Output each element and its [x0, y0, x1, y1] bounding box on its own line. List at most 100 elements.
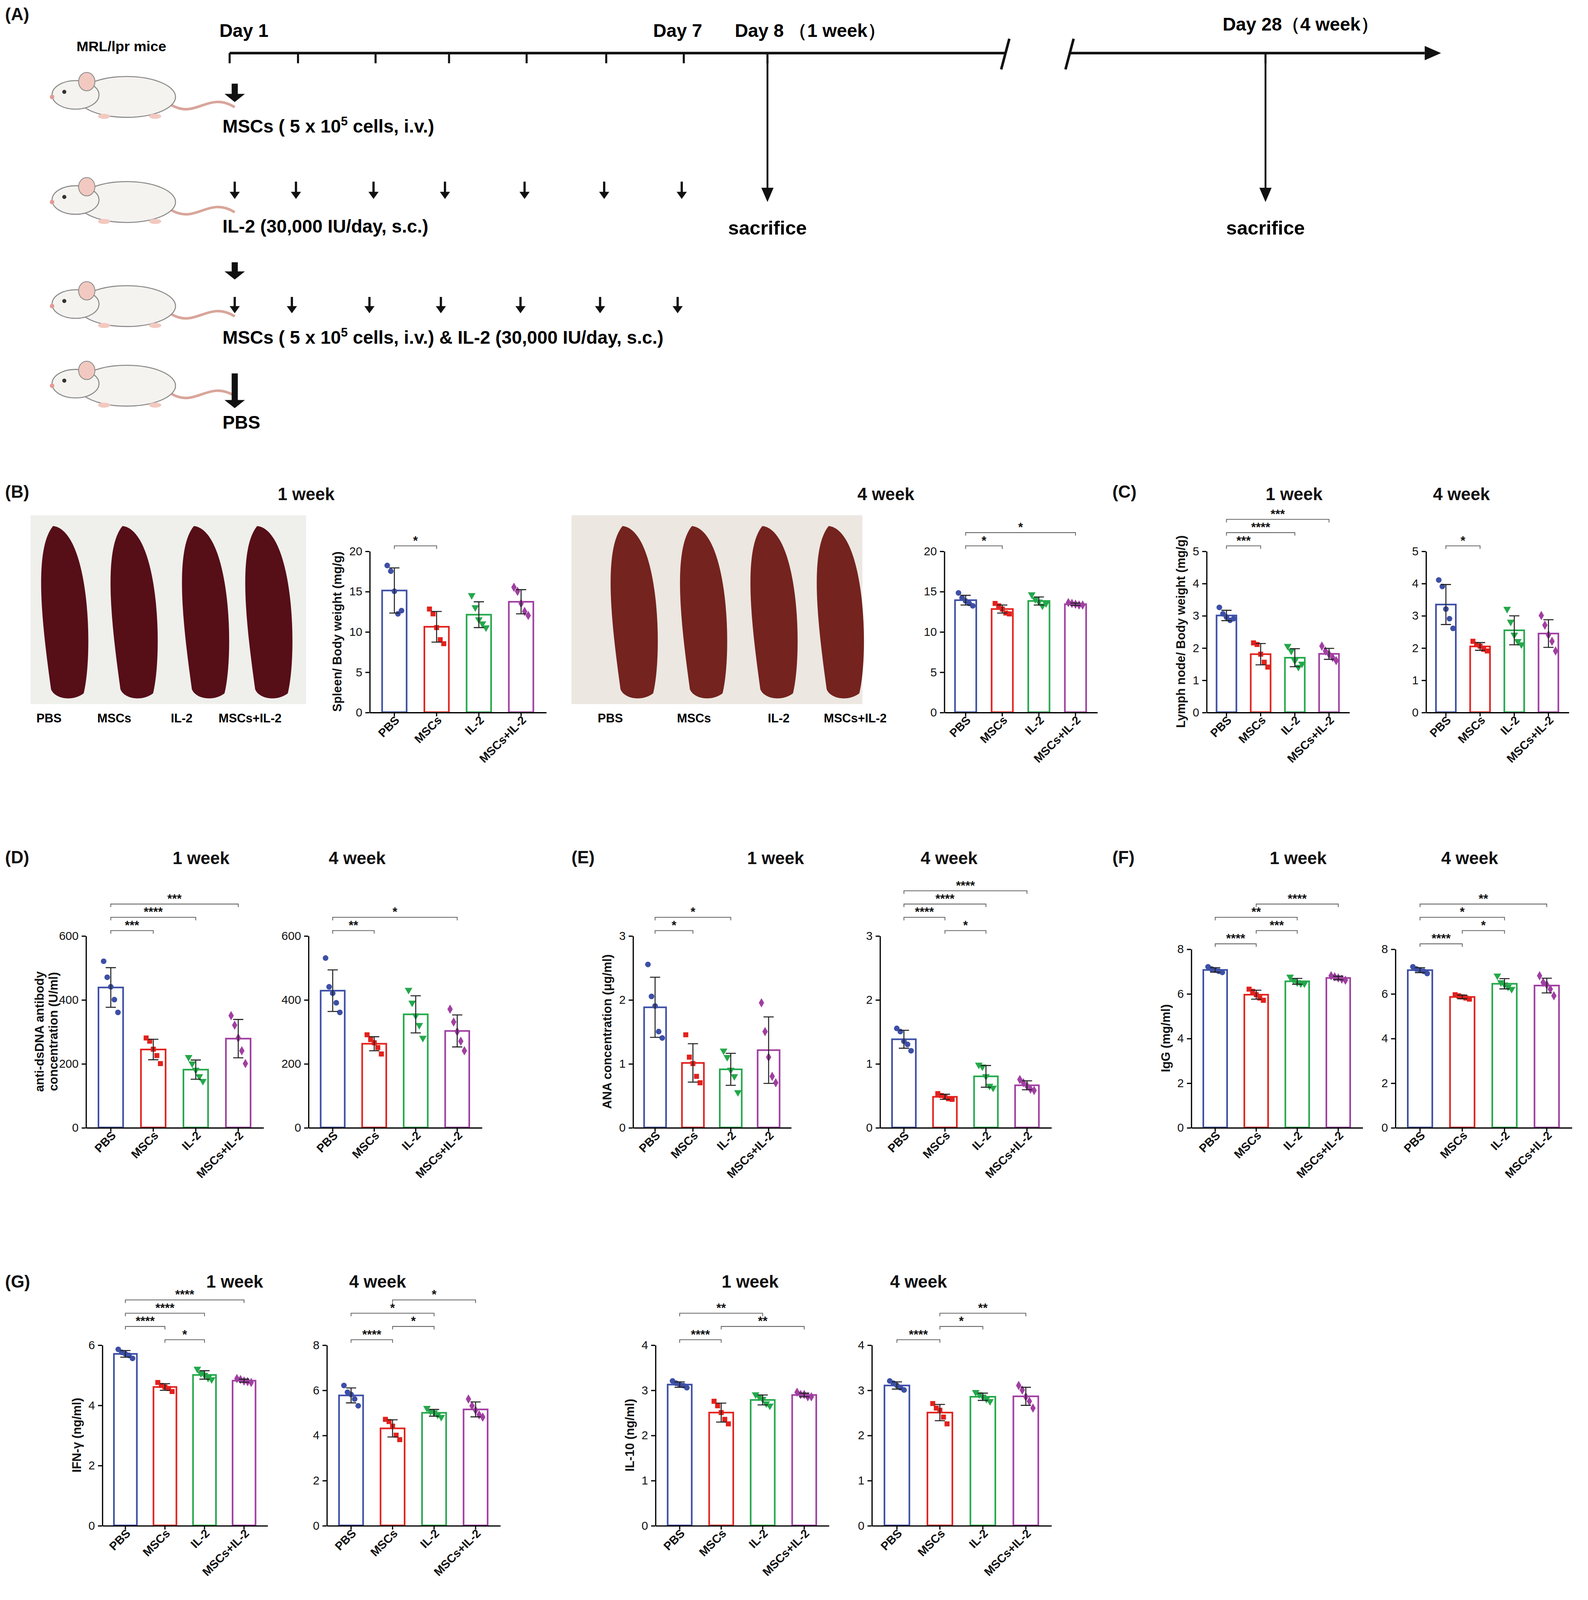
dose-arrow	[603, 181, 606, 193]
bar	[932, 1096, 957, 1128]
data-point	[693, 1073, 700, 1080]
y-tick-label: 0	[857, 1519, 865, 1533]
data-point	[734, 1090, 742, 1097]
y-axis: 02468	[1177, 942, 1192, 1135]
chart-title: 1 week	[277, 484, 336, 504]
data-point	[969, 603, 976, 609]
dose-arrow-head	[435, 306, 447, 314]
y-axis: 012345	[1192, 544, 1207, 719]
spleen-photo	[571, 515, 865, 705]
y-tick-mark	[304, 1063, 309, 1065]
error-bar	[716, 1403, 727, 1423]
x-tick: IL-2	[417, 1525, 442, 1551]
significance-label: *	[1459, 905, 1465, 920]
data-point	[525, 610, 532, 621]
error-bar	[159, 1383, 171, 1391]
error-bar	[1323, 648, 1335, 660]
data-point	[387, 568, 394, 575]
data-point	[169, 1389, 175, 1395]
axis-line	[1395, 1127, 1573, 1129]
y-tick-label: 5	[355, 665, 363, 679]
x-tick: MSCs+IL-2	[476, 712, 529, 766]
figure: (A)(B)(C)(D)(E)(F)(G)MRL/lpr miceDay 1Da…	[0, 0, 1588, 1600]
error-bar	[327, 970, 338, 1012]
x-tick: MSCs+IL-2	[199, 1525, 252, 1579]
dose-arrow	[439, 296, 443, 308]
x-tick-label: MSCs	[128, 1128, 161, 1161]
data-point	[482, 625, 490, 633]
data-point	[1026, 1397, 1033, 1407]
chart-title: 4 week	[890, 1271, 948, 1292]
y-tick-mark	[304, 935, 309, 937]
sacrifice-arrow-head	[1259, 187, 1272, 203]
y-tick: 0	[312, 1519, 327, 1533]
y-tick-mark	[867, 1480, 872, 1482]
data-point	[1019, 1385, 1026, 1395]
data-point	[404, 988, 413, 995]
y-tick-mark	[322, 1345, 327, 1347]
y-tick: 2	[618, 993, 633, 1007]
plot-area	[113, 1346, 256, 1526]
data-point	[908, 1048, 914, 1054]
data-point	[355, 1403, 361, 1409]
y-axis: 0123	[618, 929, 634, 1135]
axis-line	[86, 1127, 264, 1129]
y-tick-mark	[81, 999, 86, 1001]
x-tick: MSCs+IL-2	[193, 1127, 246, 1182]
y-tick-mark	[1202, 647, 1207, 650]
data-point	[989, 1085, 997, 1093]
x-tick: MSCs	[1437, 1127, 1470, 1162]
y-tick-mark	[628, 999, 633, 1001]
data-point	[1042, 601, 1050, 609]
dose-arrow-head	[368, 191, 379, 199]
x-tick-label: MSCs+IL-2	[724, 1128, 777, 1181]
y-tick-mark	[867, 1525, 872, 1527]
bar	[232, 1380, 256, 1526]
x-tick: PBS	[946, 712, 974, 740]
y-tick: 6	[1381, 987, 1396, 1001]
day-tick	[682, 53, 685, 64]
y-tick-mark	[875, 935, 880, 937]
y-tick-mark	[1187, 948, 1191, 951]
y-tick-label: 3	[866, 929, 873, 943]
significance-label: ***	[1270, 507, 1286, 522]
data-point	[447, 1004, 453, 1014]
x-tick-label: PBS	[106, 1526, 133, 1554]
y-tick-mark	[867, 1390, 872, 1392]
x-tick-label: PBS	[314, 1128, 341, 1155]
bar	[955, 600, 977, 713]
y-tick-label: 0	[72, 1121, 79, 1135]
y-tick: 6	[1177, 987, 1191, 1001]
x-tick: PBS	[1427, 712, 1454, 740]
y-tick-label: 15	[349, 584, 363, 598]
x-axis: PBSMSCsIL-2MSCs+IL-2	[633, 1127, 792, 1182]
significance-label: ***	[167, 892, 182, 906]
y-tick-mark	[1391, 1083, 1396, 1085]
mouse-icon	[49, 72, 235, 120]
chart-title: 4 week	[1441, 848, 1499, 868]
data-point	[897, 1029, 904, 1035]
y-tick: 3	[866, 929, 880, 943]
x-tick: IL-2	[969, 1127, 994, 1153]
dose-arrow	[294, 181, 298, 193]
axis-line	[655, 1525, 830, 1527]
bar-chart: 02468PBSMSCsIL-2MSCs+IL-24 week********	[1381, 848, 1573, 1181]
y-tick: 600	[281, 929, 309, 943]
x-tick-label: IL-2	[1497, 713, 1522, 738]
y-tick-label: 4	[641, 1338, 648, 1352]
dose-arrow	[519, 296, 522, 308]
y-tick-label: 1	[857, 1474, 865, 1488]
axis-line	[308, 1127, 483, 1129]
day-label: Day 7	[653, 20, 702, 41]
y-tick-label: 2	[312, 1474, 320, 1488]
error-bar	[1020, 1387, 1032, 1406]
data-point	[955, 590, 962, 596]
y-tick-mark	[365, 591, 370, 593]
y-tick: 8	[1381, 942, 1396, 956]
bar	[1492, 983, 1517, 1128]
significance-label: *	[1018, 520, 1024, 535]
data-point	[684, 1385, 690, 1391]
axis-line	[1426, 712, 1570, 714]
y-tick-label: 3	[857, 1383, 865, 1398]
chart-title: 1 week	[747, 848, 805, 868]
